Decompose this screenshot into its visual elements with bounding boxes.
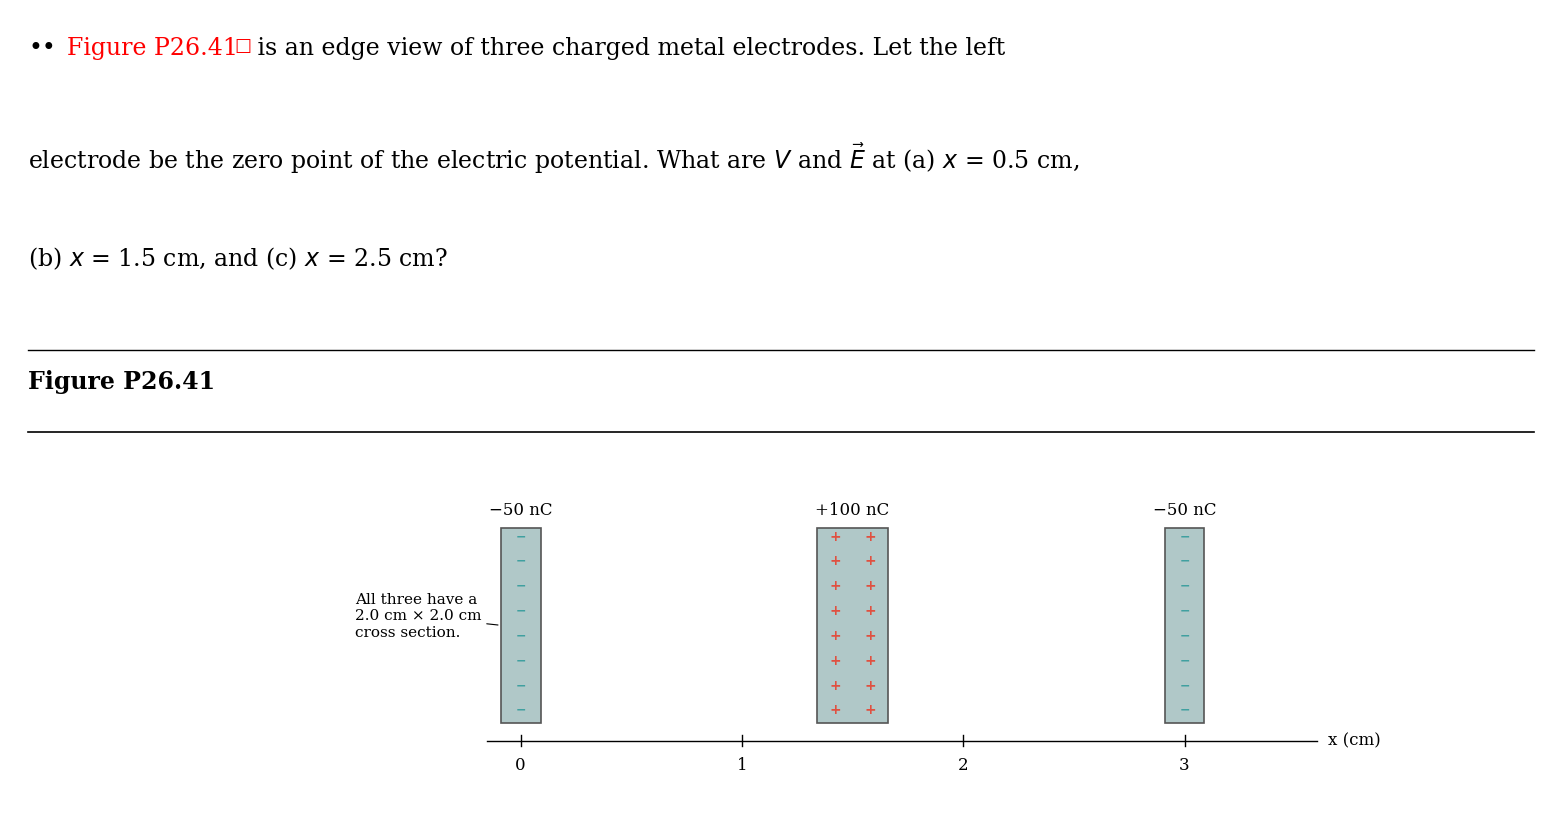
Bar — [1165, 528, 1204, 723]
Text: +: + — [864, 579, 876, 593]
Text: −: − — [515, 580, 526, 593]
Text: −: − — [1179, 629, 1190, 643]
Text: 0: 0 — [515, 757, 526, 773]
Text: 1: 1 — [737, 757, 747, 773]
Text: −: − — [1179, 555, 1190, 568]
Text: +: + — [829, 654, 840, 667]
Text: electrode be the zero point of the electric potential. What are $V$ and $\vec{E}: electrode be the zero point of the elect… — [28, 141, 1079, 176]
Text: +: + — [864, 654, 876, 667]
Text: Figure P26.41: Figure P26.41 — [28, 370, 216, 394]
Text: +: + — [829, 529, 840, 543]
Bar — [501, 528, 540, 723]
Text: +: + — [829, 679, 840, 693]
Text: −: − — [1179, 530, 1190, 543]
Text: 2: 2 — [958, 757, 968, 773]
Text: −: − — [515, 679, 526, 692]
Text: +: + — [829, 579, 840, 593]
Text: −: − — [515, 555, 526, 568]
Text: +: + — [864, 629, 876, 643]
Text: +: + — [829, 604, 840, 618]
Text: +: + — [829, 704, 840, 718]
Text: +: + — [864, 704, 876, 718]
Text: +100 nC: +100 nC — [815, 502, 890, 519]
Text: −: − — [515, 629, 526, 643]
Text: −50 nC: −50 nC — [1153, 502, 1217, 519]
Text: −: − — [1179, 605, 1190, 618]
Text: x (cm): x (cm) — [1328, 732, 1381, 749]
Text: □: □ — [234, 37, 251, 55]
Text: −50 nC: −50 nC — [489, 502, 553, 519]
Text: is an edge view of three charged metal electrodes. Let the left: is an edge view of three charged metal e… — [250, 37, 1006, 60]
Text: −: − — [515, 530, 526, 543]
Text: (b) $x$ = 1.5 cm, and (c) $x$ = 2.5 cm?: (b) $x$ = 1.5 cm, and (c) $x$ = 2.5 cm? — [28, 246, 448, 272]
Text: 3: 3 — [1179, 757, 1190, 773]
Bar — [817, 528, 887, 723]
Text: +: + — [829, 554, 840, 568]
Text: +: + — [829, 629, 840, 643]
Text: −: − — [1179, 580, 1190, 593]
Text: −: − — [515, 704, 526, 717]
Text: +: + — [864, 679, 876, 693]
Text: −: − — [515, 654, 526, 667]
Text: −: − — [1179, 704, 1190, 717]
Text: −: − — [1179, 679, 1190, 692]
Text: +: + — [864, 554, 876, 568]
Text: +: + — [864, 604, 876, 618]
Text: −: − — [515, 605, 526, 618]
Text: ••: •• — [28, 37, 56, 60]
Text: −: − — [1179, 654, 1190, 667]
Text: +: + — [864, 529, 876, 543]
Text: All three have a
2.0 cm × 2.0 cm
cross section.: All three have a 2.0 cm × 2.0 cm cross s… — [355, 593, 498, 639]
Text: Figure P26.41: Figure P26.41 — [67, 37, 237, 60]
